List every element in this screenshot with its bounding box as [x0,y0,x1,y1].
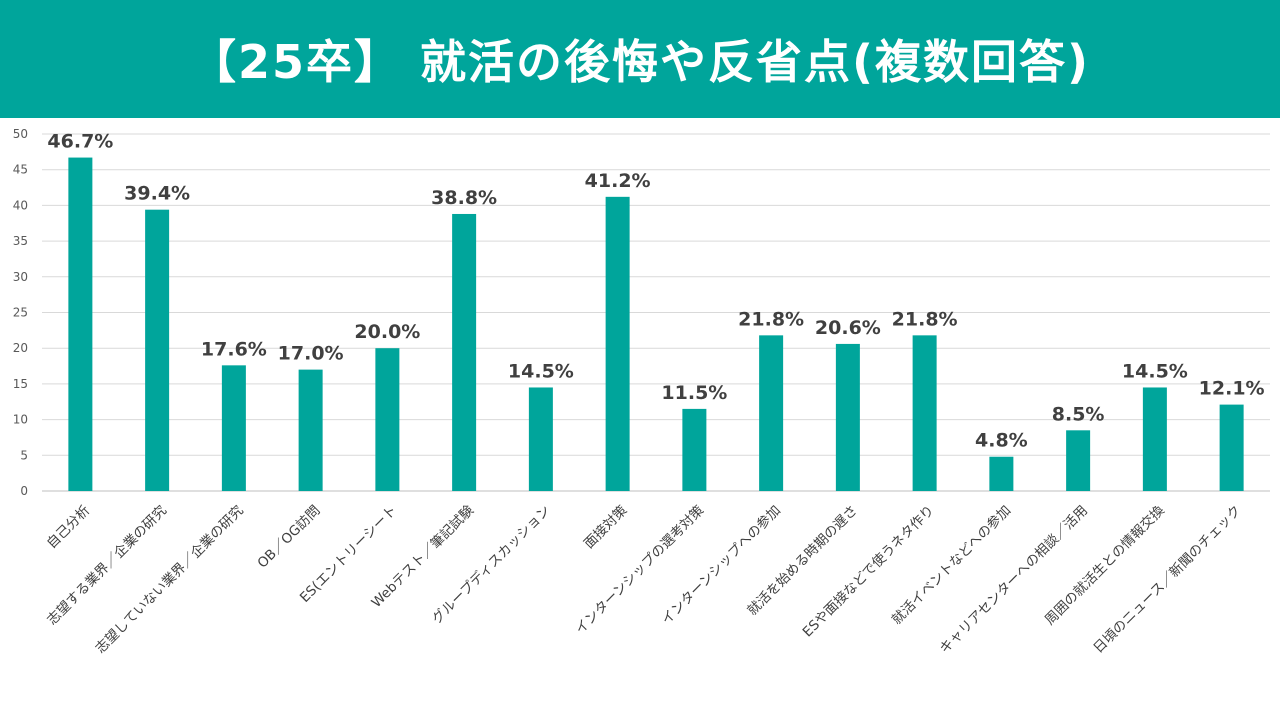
data-label: 14.5% [1122,360,1188,382]
x-tick-label: 志望していない業界／企業の研究 [92,502,247,657]
bar [298,369,323,491]
x-tick-label: 周囲の就活生との情報交換 [1041,501,1168,628]
y-tick-label: 0 [20,484,28,498]
x-tick-label: ESや面接などで使うネタ作り [799,502,937,640]
data-label: 11.5% [661,382,727,404]
data-label: 39.4% [124,183,190,205]
bar [912,335,937,491]
data-label: 12.1% [1199,378,1265,400]
bar [68,157,93,491]
data-label: 20.0% [354,321,420,343]
data-label: 38.8% [431,187,497,209]
x-tick-label: インターンシップの選考対策 [572,501,708,637]
y-tick-label: 25 [13,306,28,320]
data-label: 21.8% [892,308,958,330]
bar [375,348,400,491]
data-label: 41.2% [585,170,651,192]
bar [989,456,1014,491]
x-tick-label: 日頃のニュース／新聞のチェック [1090,503,1244,657]
y-axis: 0 5 10 15 20 25 30 35 40 45 50 [13,127,28,498]
bar [221,365,246,491]
bar [835,343,860,491]
bar [1219,404,1244,491]
data-label: 4.8% [975,430,1028,452]
y-tick-label: 45 [13,163,28,177]
bars [68,157,1244,491]
bar [1066,430,1091,491]
data-label: 46.7% [47,131,113,153]
bar [528,387,553,491]
title-banner: 【25卒】 就活の後悔や反省点(複数回答) [0,0,1280,118]
data-label: 20.6% [815,317,881,339]
bar [759,335,784,491]
bar [1142,387,1167,491]
y-tick-label: 10 [13,413,28,427]
x-tick-label: キャリアセンターへの相談／活用 [937,503,1091,657]
bar [605,196,630,491]
bar [145,209,170,491]
data-label: 21.8% [738,308,804,330]
x-tick-label: 面接対策 [580,501,631,552]
y-tick-label: 15 [13,377,28,391]
bar-chart: 0 5 10 15 20 25 30 35 40 45 50 46.7% 39.4% 17.6% 17.0… [13,127,1270,657]
y-tick-label: 50 [13,127,28,141]
y-tick-label: 5 [20,448,28,462]
y-tick-label: 20 [13,341,28,355]
x-tick-label: OB／OG訪問 [255,503,324,572]
chart-title: 【25卒】 就活の後悔や反省点(複数回答) [189,35,1091,89]
x-tick-label: 自己分析 [44,503,93,552]
y-tick-label: 30 [13,270,28,284]
bar [682,408,707,491]
data-label: 8.5% [1052,403,1105,425]
data-label: 17.6% [201,338,267,360]
y-tick-label: 40 [13,198,28,212]
gridlines [42,133,1270,492]
data-labels: 46.7% 39.4% 17.6% 17.0% 20.0% 38.8% 14.5% 41.2%… [47,131,1264,452]
bar [452,213,477,491]
y-tick-label: 35 [13,234,28,248]
data-label: 14.5% [508,360,574,382]
data-label: 17.0% [278,343,344,365]
